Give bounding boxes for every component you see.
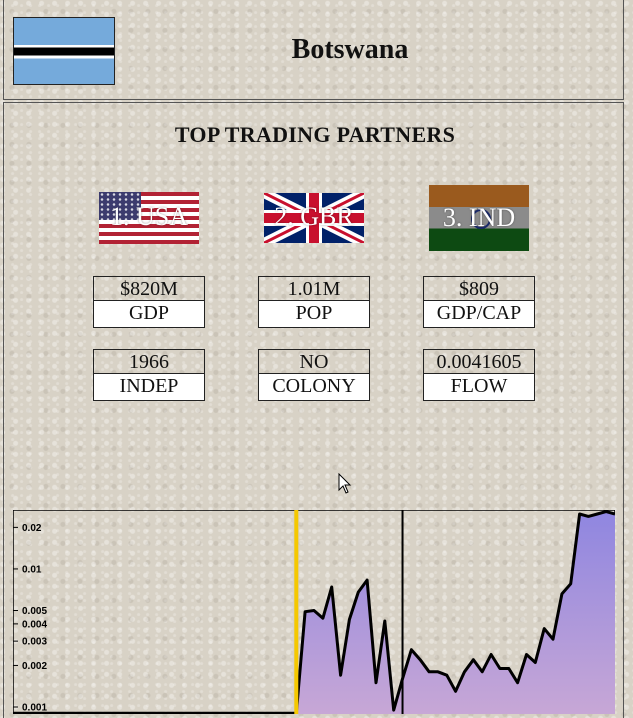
stat-label: FLOW (423, 374, 535, 401)
header-bar (3, 0, 624, 100)
partner-label: 2. GBR (274, 202, 354, 231)
stat-value: 1966 (93, 349, 205, 374)
stat-flow: 0.0041605 FLOW (423, 349, 535, 402)
usa-flag-icon (99, 192, 141, 220)
y-tick-label: 0.02 (22, 523, 42, 534)
series-area (13, 511, 615, 714)
y-tick-label: 0.001 (22, 703, 47, 714)
stat-label: COLONY (258, 374, 370, 401)
y-tick-label: 0.005 (22, 606, 47, 617)
partners-panel (3, 102, 624, 718)
mouse-cursor-icon (338, 473, 352, 494)
y-tick-label: 0.003 (22, 637, 47, 648)
y-tick-label: 0.004 (22, 619, 47, 630)
uk-flag-icon (264, 193, 364, 243)
botswana-flag-icon (13, 17, 115, 85)
partner-3-ind[interactable]: 3. IND (429, 185, 529, 251)
partner-1-usa[interactable]: 1. USA (99, 192, 199, 244)
stat-indep: 1966 INDEP (93, 349, 205, 402)
trade-flow-chart: 0.02 0.01 0.005 0.004 0.003 0.002 0.001 (13, 510, 615, 714)
partner-label: 3. IND (442, 203, 516, 232)
y-tick-label: 0.01 (22, 564, 42, 575)
india-flag-icon (471, 209, 491, 229)
stat-gdp: $820M GDP (93, 276, 205, 329)
stat-value: NO (258, 349, 370, 374)
stat-label: GDP (93, 301, 205, 328)
y-axis: 0.02 0.01 0.005 0.004 0.003 0.002 0.001 (13, 523, 47, 714)
stat-value: 0.0041605 (423, 349, 535, 374)
stat-label: INDEP (93, 374, 205, 401)
stat-value: $820M (93, 276, 205, 301)
section-title: TOP TRADING PARTNERS (174, 122, 456, 147)
stat-value: $809 (423, 276, 535, 301)
country-title: Botswana (291, 34, 409, 65)
stat-pop: 1.01M POP (258, 276, 370, 329)
stat-gdp-cap: $809 GDP/CAP (423, 276, 535, 329)
y-tick-label: 0.002 (22, 661, 47, 672)
partner-2-gbr[interactable]: 2. GBR (264, 193, 364, 243)
stat-value: 1.01M (258, 276, 370, 301)
series-line (13, 510, 615, 714)
stat-label: GDP/CAP (423, 301, 535, 328)
stat-label: POP (258, 301, 370, 328)
partner-label: 1. USA (109, 202, 188, 231)
stat-colony: NO COLONY (258, 349, 370, 402)
